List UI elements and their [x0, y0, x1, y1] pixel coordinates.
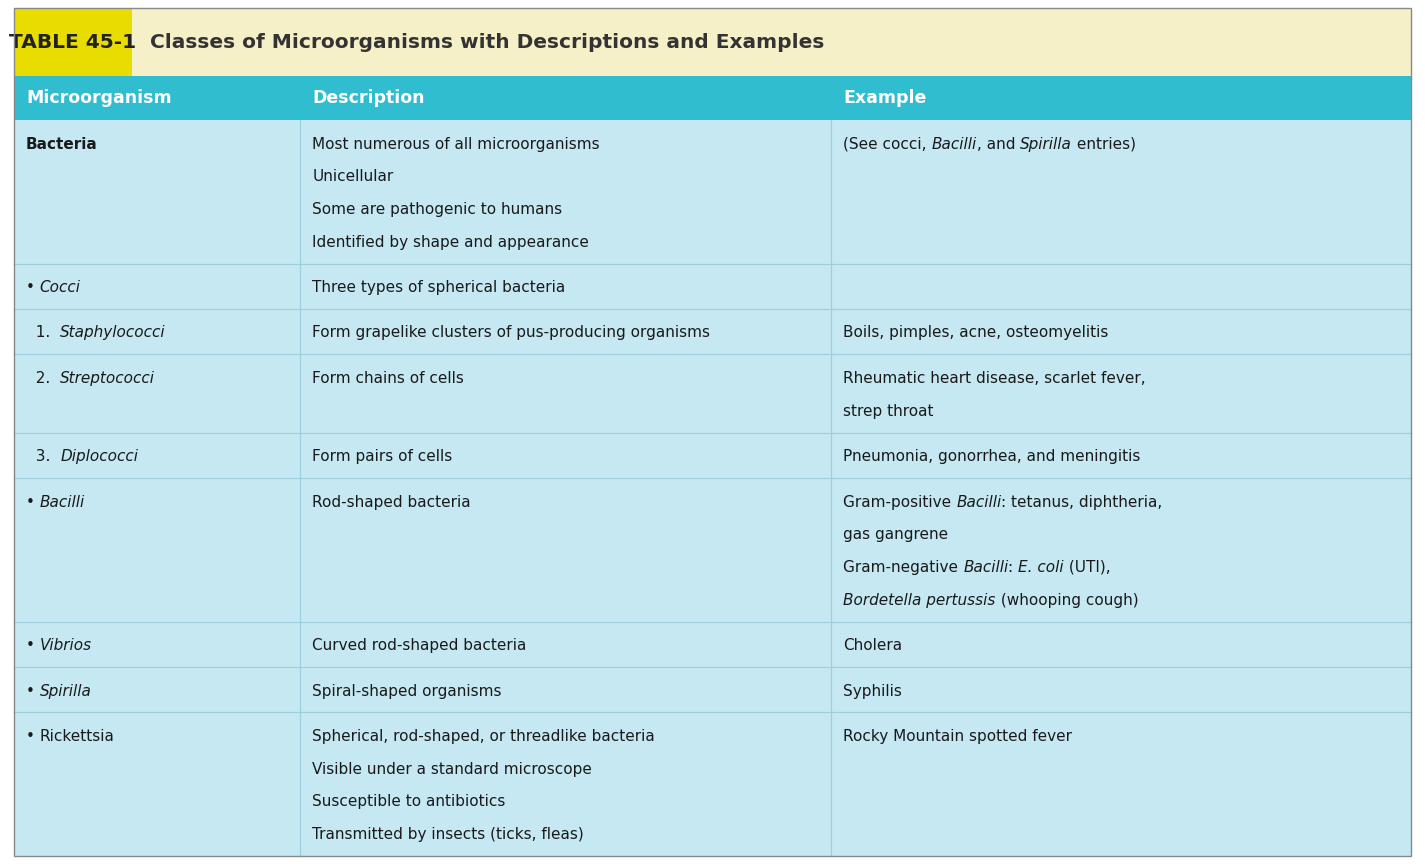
Text: strep throat: strep throat	[844, 403, 933, 419]
Text: Staphylococci: Staphylococci	[60, 326, 165, 340]
Text: Classes of Microorganisms with Descriptions and Examples: Classes of Microorganisms with Descripti…	[150, 33, 825, 52]
Text: Curved rod-shaped bacteria: Curved rod-shaped bacteria	[312, 638, 527, 653]
Text: (UTI),: (UTI),	[1064, 560, 1110, 575]
Text: Streptococci: Streptococci	[60, 371, 155, 386]
Text: Spirilla: Spirilla	[1020, 137, 1072, 151]
Text: Syphilis: Syphilis	[844, 683, 902, 698]
Text: Three types of spherical bacteria: Three types of spherical bacteria	[312, 280, 566, 295]
Text: Rod-shaped bacteria: Rod-shaped bacteria	[312, 494, 472, 510]
Bar	[133, 8, 1411, 76]
Text: Identified by shape and appearance: Identified by shape and appearance	[312, 235, 590, 250]
Text: •: •	[26, 280, 40, 295]
Text: Pneumonia, gonorrhea, and meningitis: Pneumonia, gonorrhea, and meningitis	[844, 449, 1140, 464]
Text: , and: , and	[978, 137, 1020, 151]
Text: •: •	[26, 638, 40, 653]
Text: Spirilla: Spirilla	[40, 683, 91, 698]
Text: Spiral-shaped organisms: Spiral-shaped organisms	[312, 683, 502, 698]
Text: Form pairs of cells: Form pairs of cells	[312, 449, 453, 464]
Text: •: •	[26, 683, 40, 698]
Text: Microorganism: Microorganism	[26, 89, 171, 107]
Text: Rheumatic heart disease, scarlet fever,: Rheumatic heart disease, scarlet fever,	[844, 371, 1146, 386]
Text: Most numerous of all microorganisms: Most numerous of all microorganisms	[312, 137, 600, 151]
Text: Bacilli: Bacilli	[963, 560, 1009, 575]
Text: Bacteria: Bacteria	[26, 137, 98, 151]
Text: : tetanus, diphtheria,: : tetanus, diphtheria,	[1002, 494, 1163, 510]
Text: :: :	[1009, 560, 1019, 575]
Text: Bacilli: Bacilli	[932, 137, 978, 151]
Text: Susceptible to antibiotics: Susceptible to antibiotics	[312, 794, 506, 810]
Bar	[14, 76, 1411, 120]
Text: Gram-positive: Gram-positive	[844, 494, 956, 510]
Text: Cocci: Cocci	[40, 280, 81, 295]
Text: Form grapelike clusters of pus-producing organisms: Form grapelike clusters of pus-producing…	[312, 326, 711, 340]
Text: Bacilli: Bacilli	[956, 494, 1002, 510]
Text: (See cocci,: (See cocci,	[844, 137, 932, 151]
Text: E. coli: E. coli	[1019, 560, 1064, 575]
Bar	[14, 120, 1411, 856]
Text: Rocky Mountain spotted fever: Rocky Mountain spotted fever	[844, 729, 1072, 744]
Text: TABLE 45-1: TABLE 45-1	[10, 33, 137, 52]
Text: Form chains of cells: Form chains of cells	[312, 371, 465, 386]
Text: Rickettsia: Rickettsia	[40, 729, 114, 744]
Text: Spherical, rod-shaped, or threadlike bacteria: Spherical, rod-shaped, or threadlike bac…	[312, 729, 656, 744]
Text: gas gangrene: gas gangrene	[844, 527, 949, 543]
Text: Bacilli: Bacilli	[40, 494, 86, 510]
Text: (whooping cough): (whooping cough)	[996, 593, 1139, 607]
Text: Cholera: Cholera	[844, 638, 902, 653]
Text: 3.: 3.	[26, 449, 60, 464]
Text: •: •	[26, 494, 40, 510]
Text: Unicellular: Unicellular	[312, 169, 393, 184]
Text: Vibrios: Vibrios	[40, 638, 91, 653]
Text: 2.: 2.	[26, 371, 60, 386]
Text: Example: Example	[844, 89, 926, 107]
Text: Bordetella pertussis: Bordetella pertussis	[844, 593, 996, 607]
Text: Diplococci: Diplococci	[60, 449, 138, 464]
Text: Boils, pimples, acne, osteomyelitis: Boils, pimples, acne, osteomyelitis	[844, 326, 1109, 340]
Text: entries): entries)	[1072, 137, 1136, 151]
Text: 1.: 1.	[26, 326, 60, 340]
Text: Description: Description	[312, 89, 425, 107]
Text: •: •	[26, 729, 40, 744]
Bar	[14, 8, 133, 76]
Text: Gram-negative: Gram-negative	[844, 560, 963, 575]
Text: Some are pathogenic to humans: Some are pathogenic to humans	[312, 202, 563, 217]
Text: Transmitted by insects (ticks, fleas): Transmitted by insects (ticks, fleas)	[312, 827, 584, 842]
Text: Visible under a standard microscope: Visible under a standard microscope	[312, 762, 593, 777]
